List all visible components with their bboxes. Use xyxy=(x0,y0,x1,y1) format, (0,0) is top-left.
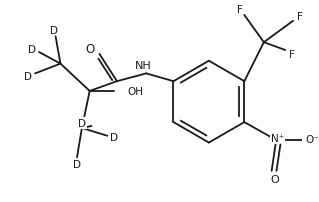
Text: D: D xyxy=(73,159,81,169)
Text: F: F xyxy=(236,5,242,15)
Text: D: D xyxy=(110,132,118,142)
Text: D: D xyxy=(50,25,58,35)
Text: D: D xyxy=(78,119,86,128)
Text: F: F xyxy=(289,50,295,60)
Text: N⁺: N⁺ xyxy=(271,133,284,143)
Text: OH: OH xyxy=(128,86,144,96)
Text: F: F xyxy=(297,12,303,22)
Text: D: D xyxy=(28,45,36,55)
Text: O: O xyxy=(85,42,94,55)
Text: D: D xyxy=(24,72,32,82)
Text: NH: NH xyxy=(135,60,152,70)
Text: O⁻: O⁻ xyxy=(306,134,319,144)
Text: O: O xyxy=(270,174,279,184)
